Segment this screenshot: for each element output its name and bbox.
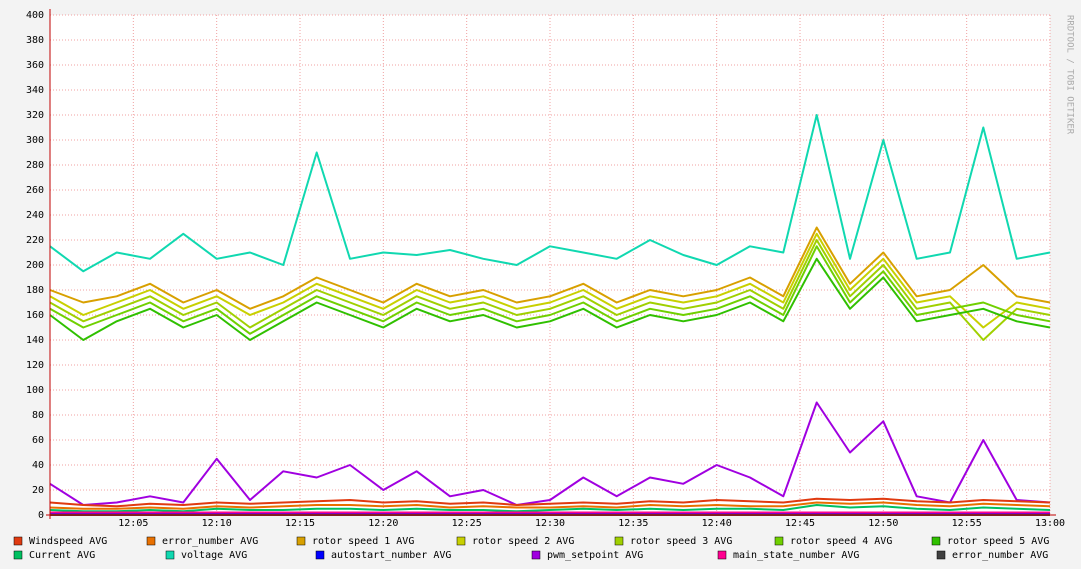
legend-swatch — [717, 550, 727, 560]
x-tick-label: 12:10 — [202, 518, 232, 529]
y-tick-label: 320 — [26, 110, 44, 121]
x-tick-label: 12:05 — [118, 518, 148, 529]
legend-swatch — [13, 536, 23, 546]
legend-label: voltage AVG — [181, 550, 247, 561]
legend-label: main_state_number AVG — [733, 550, 859, 561]
series-line — [49, 239, 1051, 341]
legend-swatch — [146, 536, 156, 546]
legend-swatch — [456, 536, 466, 546]
x-tick-label: 12:35 — [618, 518, 648, 529]
series-line — [49, 232, 1051, 329]
x-tick-label: 13:00 — [1035, 518, 1065, 529]
x-tick-label: 12:15 — [285, 518, 315, 529]
x-tick-label: 12:30 — [535, 518, 565, 529]
legend-label: rotor speed 2 AVG — [472, 536, 574, 547]
series-line — [49, 504, 1051, 513]
legend-label: rotor speed 1 AVG — [312, 536, 414, 547]
series-line — [49, 501, 1051, 510]
x-tick-label: 12:40 — [702, 518, 732, 529]
legend-label: rotor speed 4 AVG — [790, 536, 892, 547]
watermark: RRDTOOL / TOBI OETIKER — [1065, 15, 1075, 135]
legend-swatch — [315, 550, 325, 560]
legend-label: error_number AVG — [952, 550, 1048, 561]
legend-swatch — [614, 536, 624, 546]
legend-swatch — [165, 550, 175, 560]
legend-label: pwm_setpoint AVG — [547, 550, 643, 561]
series-line — [49, 226, 1051, 310]
y-tick-label: 220 — [26, 235, 44, 246]
x-tick-label: 12:25 — [452, 518, 482, 529]
y-tick-label: 280 — [26, 160, 44, 171]
legend-label: rotor speed 3 AVG — [630, 536, 732, 547]
y-tick-label: 100 — [26, 385, 44, 396]
legend-label: Windspeed AVG — [29, 536, 107, 547]
series-line — [49, 114, 1051, 273]
y-tick-label: 40 — [32, 460, 44, 471]
legend-label: rotor speed 5 AVG — [947, 536, 1049, 547]
y-tick-label: 340 — [26, 85, 44, 96]
legend-swatch — [13, 550, 23, 560]
y-tick-label: 140 — [26, 335, 44, 346]
y-tick-label: 0 — [38, 510, 44, 521]
legend-swatch — [774, 536, 784, 546]
x-tick-label: 12:50 — [868, 518, 898, 529]
y-tick-label: 180 — [26, 285, 44, 296]
x-tick-label: 12:45 — [785, 518, 815, 529]
y-tick-label: 300 — [26, 135, 44, 146]
y-tick-label: 160 — [26, 310, 44, 321]
y-tick-label: 360 — [26, 60, 44, 71]
legend-swatch — [931, 536, 941, 546]
y-tick-label: 20 — [32, 485, 44, 496]
legend-label: autostart_number AVG — [331, 550, 451, 561]
legend-swatch — [531, 550, 541, 560]
legend-swatch — [936, 550, 946, 560]
y-tick-label: 240 — [26, 210, 44, 221]
series-line — [49, 401, 1051, 506]
y-tick-label: 400 — [26, 10, 44, 21]
x-tick-label: 12:20 — [368, 518, 398, 529]
series-line — [49, 245, 1051, 335]
y-tick-label: 200 — [26, 260, 44, 271]
legend-swatch — [296, 536, 306, 546]
x-tick-label: 12:55 — [952, 518, 982, 529]
legend-label: Current AVG — [29, 550, 95, 561]
series-line — [49, 497, 1051, 508]
y-tick-label: 60 — [32, 435, 44, 446]
y-tick-label: 380 — [26, 35, 44, 46]
y-tick-label: 80 — [32, 410, 44, 421]
y-tick-label: 120 — [26, 360, 44, 371]
series-line — [49, 257, 1051, 341]
legend-label: error_number AVG — [162, 536, 258, 547]
y-tick-label: 260 — [26, 185, 44, 196]
